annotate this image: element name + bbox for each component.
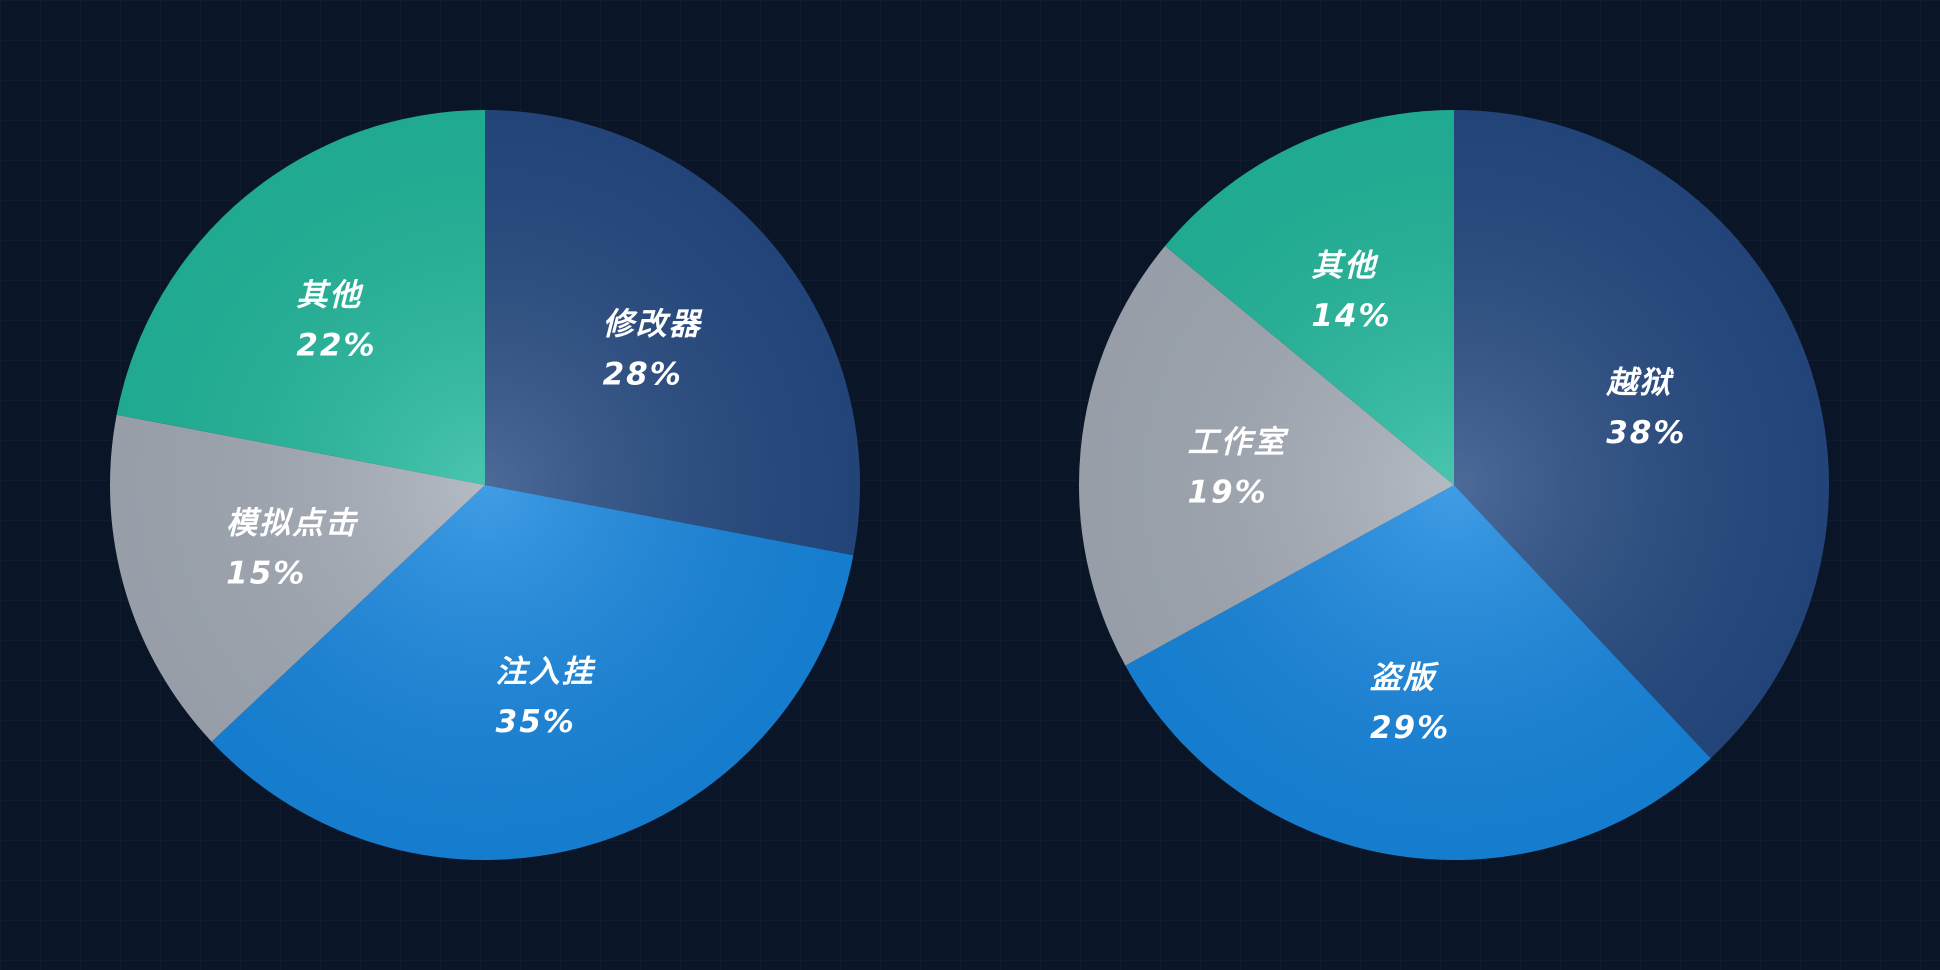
slice-value-label: 15%: [226, 556, 306, 592]
slice-label: 越狱: [1605, 365, 1674, 401]
slice-value-label: 29%: [1370, 710, 1450, 746]
slice-value-label: 14%: [1311, 298, 1391, 334]
slice-value-label: 19%: [1187, 475, 1267, 511]
slice-label: 注入挂: [496, 654, 597, 690]
slice-label: 工作室: [1187, 425, 1289, 461]
slice-label: 修改器: [603, 306, 703, 342]
slice-value-label: 38%: [1606, 415, 1686, 451]
slice-label: 其他: [1311, 248, 1379, 284]
pie: 越狱 38% 盗版 29% 工作室 19% 其他 14%: [1079, 109, 1829, 860]
pie: 修改器 28% 注入挂 35% 模拟点击 15% 其他 22%: [110, 110, 860, 861]
slice-label: 其他: [296, 277, 364, 313]
slice-value-label: 28%: [603, 356, 683, 392]
slice-label: 模拟点击: [226, 506, 359, 542]
slice-label: 盗版: [1370, 660, 1440, 696]
slice-value-label: 22%: [296, 327, 376, 363]
slice-value-label: 35%: [496, 704, 576, 740]
